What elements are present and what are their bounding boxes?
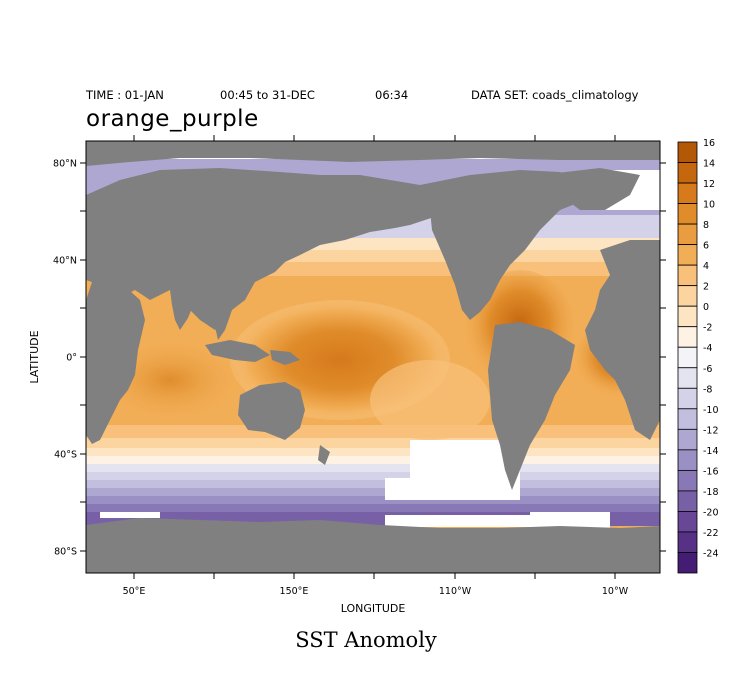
colorbar-swatch xyxy=(677,346,698,369)
colorbar-label: -6 xyxy=(703,364,712,375)
x-tick-label: 110°W xyxy=(439,586,472,597)
colorbar-swatch xyxy=(677,141,698,163)
colorbar-swatch xyxy=(677,469,698,492)
colorbar-label: 14 xyxy=(703,159,715,170)
colorbar-swatch xyxy=(677,203,698,225)
dataset-label: DATA SET: coads_climatology xyxy=(471,88,639,102)
colorbar-swatch xyxy=(677,264,698,287)
colorbar-swatch xyxy=(677,367,698,389)
y-axis-label: LATITUDE xyxy=(28,330,41,383)
colorbar-label: -4 xyxy=(703,343,712,354)
colorbar-swatch xyxy=(677,244,698,266)
colorbar-swatch xyxy=(677,326,698,348)
colorbar-swatch xyxy=(677,449,698,471)
colorbar-label: 12 xyxy=(703,179,715,190)
x-tick-label: 10°W xyxy=(602,586,629,597)
colorbar-swatch xyxy=(677,223,698,246)
land xyxy=(86,141,660,573)
x-axis-label: LONGITUDE xyxy=(341,602,406,615)
colorbar-swatch xyxy=(677,531,698,553)
colorbar-label: 16 xyxy=(703,138,715,149)
x-tick-label: 50°E xyxy=(123,586,146,597)
chart-title: orange_purple xyxy=(86,106,259,132)
colorbar-swatch xyxy=(677,387,698,410)
colorbar-label: 2 xyxy=(703,282,709,293)
y-tick-label: 80°N xyxy=(53,159,77,170)
colorbar-swatch xyxy=(677,305,698,328)
colorbar-label: -20 xyxy=(703,507,719,518)
colorbar-swatch xyxy=(677,408,698,430)
time-range: 00:45 to 31-DEC xyxy=(220,88,315,102)
colorbar-swatch xyxy=(677,552,698,574)
colorbar-swatch xyxy=(677,182,698,204)
time-end: 06:34 xyxy=(375,88,409,102)
colorbar-label: -10 xyxy=(703,405,719,416)
colorbar-swatch xyxy=(677,162,698,184)
colorbar-swatch xyxy=(677,511,698,533)
colorbar-swatch xyxy=(677,428,698,451)
colorbar-label: 0 xyxy=(703,302,709,313)
colorbar-label: -22 xyxy=(703,528,719,539)
colorbar-label: 8 xyxy=(703,220,709,231)
colorbar-label: 6 xyxy=(703,241,709,252)
colorbar-label: -8 xyxy=(703,384,712,395)
x-tick-label: 150°E xyxy=(280,586,309,597)
time-label: TIME : 01-JAN xyxy=(86,88,164,102)
colorbar-label: -2 xyxy=(703,323,712,334)
y-tick-label: 40°N xyxy=(53,256,77,267)
colorbar-label: -12 xyxy=(703,425,719,436)
colorbar: 16 14 12 10 8 6 4 2 0 -2 -4 -6 -8 -10 -12 -14 -16 -18 -20 -… xyxy=(677,138,719,574)
colorbar-label: -14 xyxy=(703,446,719,457)
colorbar-swatch xyxy=(677,285,698,307)
colorbar-label: 4 xyxy=(703,261,709,272)
y-tick-label: 0° xyxy=(66,353,77,364)
colorbar-label: -16 xyxy=(703,466,719,477)
colorbar-swatch xyxy=(677,490,698,512)
colorbar-label: -18 xyxy=(703,487,719,498)
colorbar-label: 10 xyxy=(703,200,715,211)
bottom-title: SST Anomoly xyxy=(295,628,437,652)
colorbar-label: -24 xyxy=(703,548,719,559)
axes: 50°E 150°E 110°W 10°W 80°N 40°N 0° 40°S 80°S xyxy=(53,135,666,597)
y-tick-label: 80°S xyxy=(54,547,77,558)
y-tick-label: 40°S xyxy=(54,450,77,461)
